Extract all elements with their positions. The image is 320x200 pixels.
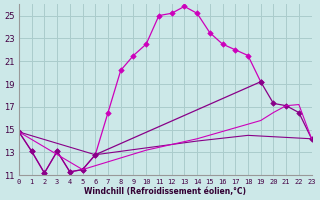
X-axis label: Windchill (Refroidissement éolien,°C): Windchill (Refroidissement éolien,°C) (84, 187, 246, 196)
